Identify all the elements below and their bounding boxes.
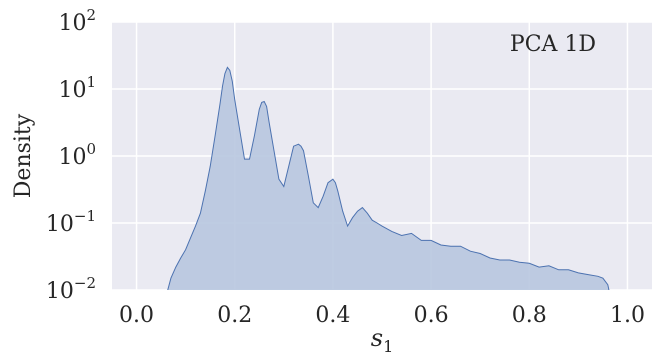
- x-axis-label-subscript: 1: [383, 337, 393, 354]
- x-tick-label: 0.0: [119, 303, 154, 328]
- x-tick-label: 0.4: [315, 303, 350, 328]
- x-tick-labels: 0.0 0.2 0.4 0.6 0.8 1.0: [119, 303, 645, 328]
- x-tick-label: 0.6: [414, 303, 449, 328]
- density-area: [166, 67, 611, 290]
- y-tick-label: 10−2: [46, 274, 96, 304]
- y-axis-label: Density: [11, 113, 36, 198]
- y-tick-labels: 10−2 10−1 100 101 102: [46, 6, 96, 304]
- y-tick-label: 10−1: [46, 207, 96, 237]
- x-axis-label-main: s: [371, 324, 383, 352]
- x-axis-label: s1: [371, 324, 394, 354]
- series-layer: [166, 66, 611, 290]
- y-tick-label: 101: [58, 73, 96, 103]
- y-tick-label: 100: [58, 140, 96, 170]
- density-line: [167, 66, 610, 290]
- x-tick-label: 1.0: [610, 303, 645, 328]
- y-tick-label: 102: [58, 6, 96, 36]
- chart-annotation: PCA 1D: [510, 32, 596, 57]
- x-tick-label: 0.2: [217, 303, 252, 328]
- x-tick-label: 0.8: [512, 303, 547, 328]
